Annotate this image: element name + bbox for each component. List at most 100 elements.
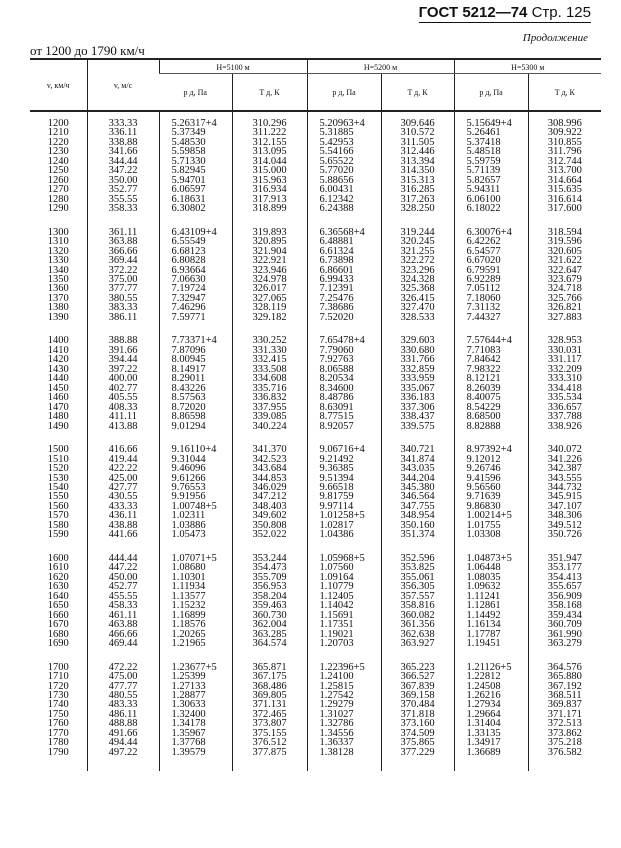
table-cell: 1560 xyxy=(47,500,69,512)
table-cell: 361.356 xyxy=(380,619,455,630)
table-cell: 5.82657 xyxy=(453,175,529,186)
table-cell: 7.98322 xyxy=(453,364,529,375)
table-cell: 1.36337 xyxy=(306,737,382,748)
table-row: 1260 350.00 5.94701 315.963 5.88656 315.313 5.… xyxy=(30,175,602,186)
table-body: 1200 333.33 5.26317+4 310.296 5.20963+4 309.6… xyxy=(30,111,602,772)
table-cell: 322.272 xyxy=(380,255,455,266)
group-header-5300: H=5300 м xyxy=(453,58,602,74)
table-cell: 1.09164 xyxy=(306,572,382,583)
table-row: 1620 450.00 1.10301 355.709 1.09164 355.061 1.… xyxy=(30,572,602,583)
table-cell: 1.24100 xyxy=(306,671,382,682)
table-row: 1460 405.55 8.57563 336.832 8.48786 336.183 8.… xyxy=(30,392,602,403)
table-cell: 315.635 xyxy=(527,184,602,195)
table-cell: 364.576 xyxy=(527,662,602,673)
table-cell: 9.21492 xyxy=(306,454,382,465)
table-cell: 400.00 xyxy=(86,373,159,384)
table-cell: 1520 xyxy=(47,463,69,475)
table-cell: 8.20534 xyxy=(306,373,382,384)
table-cell: 9.41596 xyxy=(453,473,529,484)
table-cell: 1.17351 xyxy=(306,619,382,630)
table-cell: 1.04386 xyxy=(306,529,382,540)
table-cell: 486.11 xyxy=(86,709,159,720)
table-cell: 5.42953 xyxy=(306,137,382,148)
empty-cell xyxy=(306,648,382,663)
table-cell: 1370 xyxy=(47,292,69,304)
table-cell: 1.16899 xyxy=(158,610,232,621)
atmosphere-table: v, км/ч v, м/с H=5100 м H=5200 м H=5300 … xyxy=(30,58,602,772)
table-cell: 8.29011 xyxy=(158,373,232,384)
table-row: 1340 372.22 6.93664 323.946 6.86601 323.296 6.… xyxy=(30,265,602,276)
table-cell: 361.11 xyxy=(86,227,159,238)
table-row: 1570 436.11 1.02311 349.602 1.01258+5 348.954… xyxy=(30,510,602,522)
table-cell: 1270 xyxy=(47,184,69,196)
table-cell: 7.92763 xyxy=(306,354,382,365)
table-cell: 9.46096 xyxy=(158,463,232,474)
table-cell: 363.279 xyxy=(527,638,602,649)
table-cell: 352.596 xyxy=(380,553,455,564)
table-cell: 1.26216 xyxy=(453,690,529,701)
table-cell: 1.29664 xyxy=(453,709,529,720)
table-row: 1360 377.77 7.19724 326.017 7.12391 325.368 7.… xyxy=(30,283,602,294)
table-cell: 374.509 xyxy=(380,728,455,739)
table-cell: 328.953 xyxy=(527,335,602,346)
table-cell: 386.11 xyxy=(86,312,159,323)
table-cell: 1580 xyxy=(47,519,69,531)
table-cell: 327.883 xyxy=(527,312,602,323)
empty-cell xyxy=(30,648,87,662)
table-cell: 1450 xyxy=(47,382,69,394)
table-cell: 455.55 xyxy=(86,591,159,602)
table-cell: 353.177 xyxy=(527,562,602,573)
table-cell: 1.15691 xyxy=(306,610,382,621)
table-cell: 321.622 xyxy=(527,255,602,266)
table-cell: 366.527 xyxy=(380,671,455,682)
table-cell: 1300 xyxy=(47,226,69,238)
empty-cell xyxy=(231,648,308,663)
table-cell: 361.990 xyxy=(527,629,602,640)
table-row: 1580 438.88 1.03886 350.808 1.02817 350.160 1.… xyxy=(30,519,602,531)
table-cell: 348.954 xyxy=(380,510,455,521)
table-row: 1540 427.77 9.76553 346.029 9.66518 345.380 9.… xyxy=(30,482,602,493)
empty-cell xyxy=(453,757,529,772)
table-cell: 8.40075 xyxy=(453,392,529,403)
table-cell: 311.222 xyxy=(231,127,308,138)
table-cell: 1.12861 xyxy=(453,600,529,611)
table-cell: 1740 xyxy=(47,699,69,711)
table-cell: 5.59759 xyxy=(453,156,529,167)
empty-cell xyxy=(380,648,455,663)
table-cell: 334.608 xyxy=(231,373,308,384)
table-cell: 5.94701 xyxy=(158,175,232,186)
table-cell: 7.05112 xyxy=(453,283,529,294)
table-cell: 349.602 xyxy=(231,510,308,521)
table-cell: 375.865 xyxy=(380,737,455,748)
empty-cell xyxy=(527,430,602,446)
table-row: 1690 469.44 1.21965 364.574 1.20703 363.927 1.… xyxy=(30,638,602,649)
empty-cell xyxy=(30,757,87,771)
table-cell: 323.296 xyxy=(380,265,455,276)
table-cell: 1.11934 xyxy=(158,581,232,592)
table-cell: 321.904 xyxy=(231,246,308,257)
table-row: 1520 422.22 9.46096 343.684 9.36385 343.035 9.… xyxy=(30,463,602,475)
table-cell: 309.646 xyxy=(380,118,455,129)
table-cell: 8.06588 xyxy=(306,364,382,375)
empty-cell xyxy=(158,111,232,119)
table-cell: 1.11241 xyxy=(453,591,529,602)
table-cell: 6.48881 xyxy=(306,236,382,247)
table-cell: 9.51394 xyxy=(306,473,382,484)
table-cell: 1570 xyxy=(47,510,69,522)
empty-cell xyxy=(86,213,159,228)
table-cell: 326.821 xyxy=(527,302,602,313)
table-row: 1750 486.11 1.32400 372.465 1.31027 371.818 1.… xyxy=(30,709,602,720)
table-cell: 1590 xyxy=(47,529,69,541)
table-row: 1370 380.55 7.32947 327.065 7.25476 326.415 7.… xyxy=(30,292,602,304)
table-cell: 330.031 xyxy=(527,345,602,356)
empty-cell xyxy=(453,322,529,337)
table-cell: 347.22 xyxy=(86,165,159,176)
table-cell: 345.380 xyxy=(380,482,455,493)
table-cell: 324.328 xyxy=(380,274,455,285)
table-cell: 1410 xyxy=(47,344,69,356)
table-cell: 1.03308 xyxy=(453,529,529,540)
table-cell: 1550 xyxy=(47,491,69,503)
table-row: 1600 444.44 1.07071+5 353.244 1.05968+5 352.5… xyxy=(30,553,602,564)
table-cell: 7.71083 xyxy=(453,345,529,356)
table-cell: 365.880 xyxy=(527,671,602,682)
